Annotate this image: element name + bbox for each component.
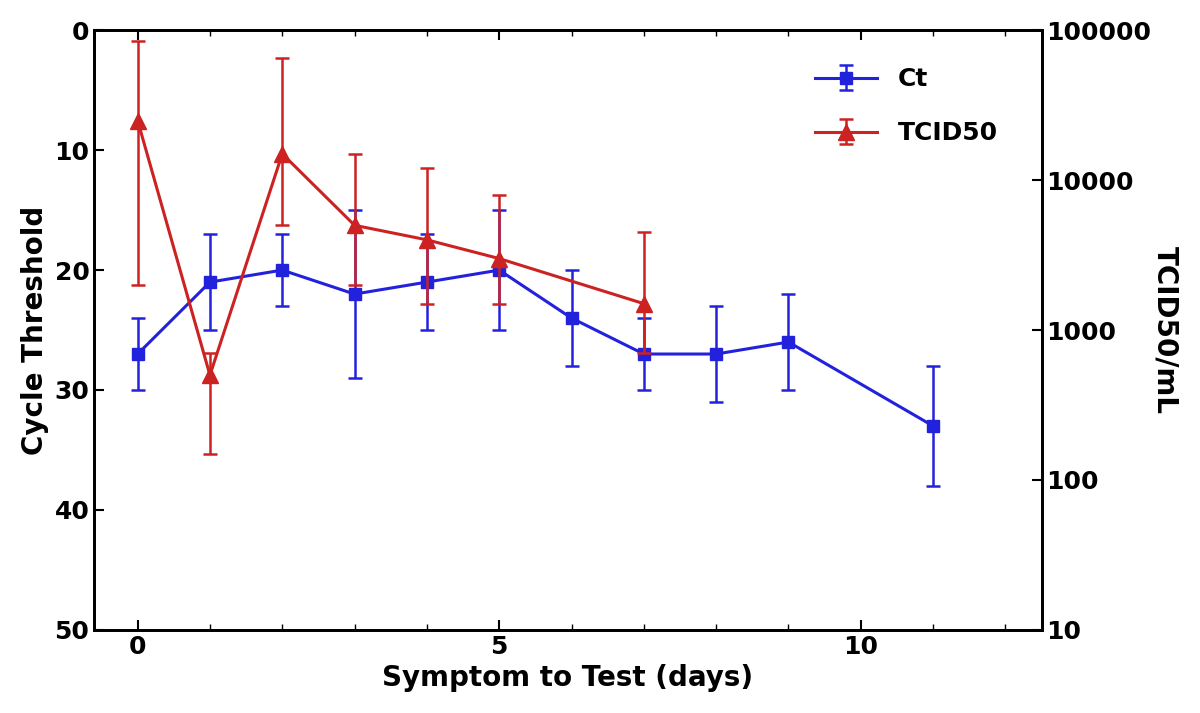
- Legend: Ct, TCID50: Ct, TCID50: [803, 55, 1010, 158]
- X-axis label: Symptom to Test (days): Symptom to Test (days): [383, 665, 754, 692]
- Y-axis label: TCID50/mL: TCID50/mL: [1151, 246, 1180, 414]
- Y-axis label: Cycle Threshold: Cycle Threshold: [20, 205, 49, 455]
